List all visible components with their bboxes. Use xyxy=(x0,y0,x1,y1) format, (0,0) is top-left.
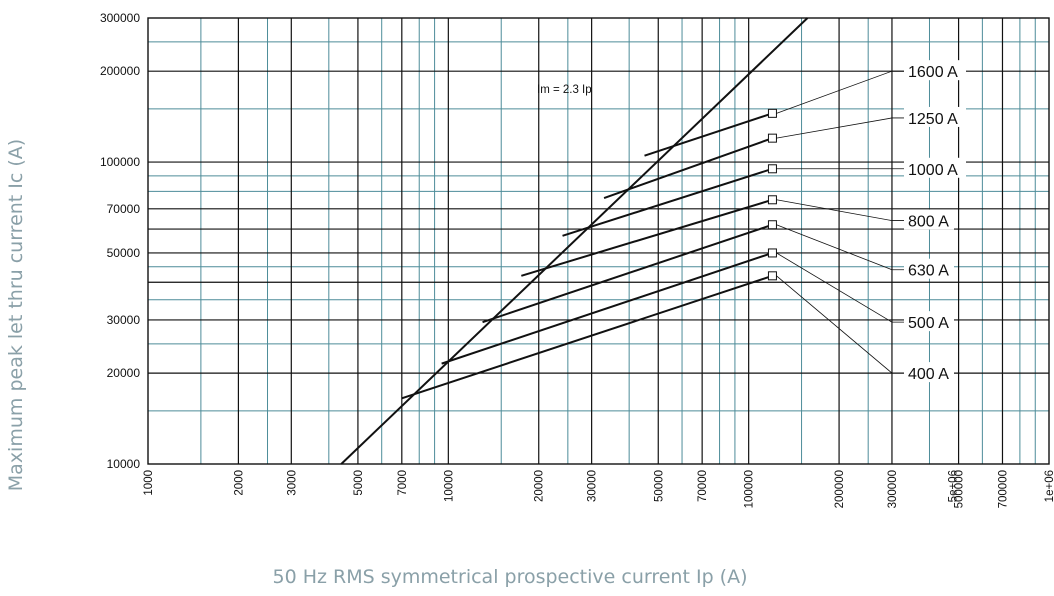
y-axis-title: Maximum peak let thru current Ic (A) xyxy=(5,138,27,492)
x-tick-label: 1000 xyxy=(143,470,155,496)
series-line xyxy=(401,274,773,400)
series-marker xyxy=(767,164,777,174)
y-tick-label: 300000 xyxy=(100,11,140,25)
callout-line xyxy=(776,117,893,139)
series-label-bg xyxy=(904,311,954,332)
series-label: 1250 A xyxy=(908,111,958,128)
callout-line xyxy=(776,199,893,221)
y-tick-label: 10000 xyxy=(107,457,141,471)
x-tick-label: 3000 xyxy=(286,470,298,496)
series-marker xyxy=(767,220,777,230)
y-tick-label: 50000 xyxy=(107,246,141,260)
x-tick-label: 2000 xyxy=(233,470,245,496)
reference-line xyxy=(340,17,809,465)
x-tick-label: 7000 xyxy=(397,470,409,496)
series-line xyxy=(521,198,773,277)
callout-line xyxy=(776,275,893,374)
series-label: 630 A xyxy=(908,263,949,280)
x-tick-label: 100000 xyxy=(744,470,756,508)
y-tick-label: 100000 xyxy=(100,155,140,169)
series-marker xyxy=(767,271,777,281)
plot-frame xyxy=(147,17,1050,465)
x-tick-label: 20000 xyxy=(534,470,546,502)
series-marker xyxy=(767,195,777,205)
x-tick-label: 200000 xyxy=(834,470,846,508)
x-tick-label: 5e+06 xyxy=(948,470,960,502)
x-axis-title: 50 Hz RMS symmetrical prospective curren… xyxy=(272,566,748,588)
series-label: 500 A xyxy=(908,315,949,332)
y-tick-label: 30000 xyxy=(107,313,141,327)
reference-line-label: Im = 2.3 Ip xyxy=(537,84,592,96)
series-label-bg xyxy=(904,106,966,127)
x-tick-label: 500000 xyxy=(954,470,966,508)
series-line xyxy=(441,252,773,365)
y-tick-label: 70000 xyxy=(107,202,141,216)
x-tick-label: 30000 xyxy=(587,470,599,502)
y-tick-label: 20000 xyxy=(107,366,141,380)
series-marker xyxy=(767,248,777,258)
series-label-bg xyxy=(904,258,954,279)
x-tick-label: 1e+06 xyxy=(1044,470,1054,502)
series-label: 1000 A xyxy=(908,162,958,179)
x-tick-label: 50000 xyxy=(653,470,665,502)
x-tick-label: 10000 xyxy=(443,470,455,502)
series-marker xyxy=(767,133,777,143)
series-label: 800 A xyxy=(908,214,949,231)
series-line xyxy=(562,167,773,237)
series-marker xyxy=(767,108,777,118)
series-label-bg xyxy=(904,157,966,178)
series-label: 1600 A xyxy=(908,64,958,81)
series-label-bg xyxy=(904,362,954,383)
x-tick-label: 70000 xyxy=(697,470,709,502)
series-line xyxy=(482,223,773,324)
x-tick-label: 700000 xyxy=(997,470,1009,508)
callout-line xyxy=(776,252,893,323)
x-tick-label: 300000 xyxy=(887,470,899,508)
callout-line xyxy=(776,70,893,114)
series-line xyxy=(603,137,773,199)
series-label: 400 A xyxy=(908,366,949,383)
series-label-bg xyxy=(904,209,954,230)
x-tick-label: 5000 xyxy=(353,470,365,496)
callout-line xyxy=(776,224,893,271)
series-label-bg xyxy=(904,60,966,81)
series-line xyxy=(644,112,773,157)
y-tick-label: 200000 xyxy=(100,64,140,78)
